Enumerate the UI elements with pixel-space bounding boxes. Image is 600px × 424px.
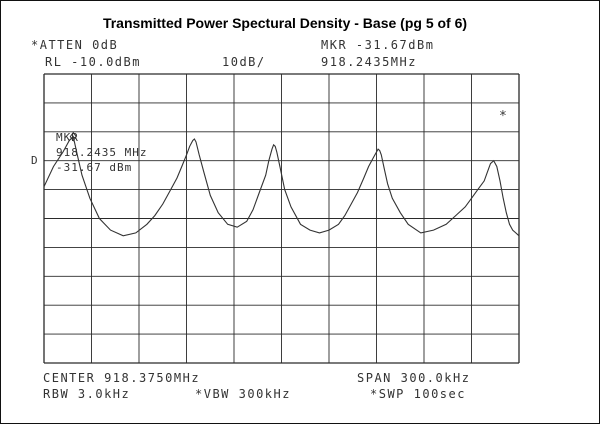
rbw-label: RBW 3.0kHz: [43, 387, 131, 401]
vbw-label: *VBW 300kHz: [195, 387, 291, 401]
spectrum-trace: [43, 135, 520, 237]
marker-frequency-readout: 918.2435MHz: [321, 55, 417, 69]
reference-asterisk-mark: *: [499, 109, 509, 124]
chart-title: Transmitted Power Spectural Density - Ba…: [102, 15, 468, 31]
scale-label: 10dB/: [222, 55, 266, 69]
center-frequency-label: CENTER 918.3750MHz: [43, 371, 201, 385]
marker-diamond: [69, 131, 77, 142]
marker-point: [69, 131, 77, 142]
marker-level-readout: MKR -31.67dBm: [321, 38, 435, 52]
span-label: SPAN 300.0kHz: [357, 371, 471, 385]
reference-level-label: RL -10.0dBm: [45, 55, 141, 69]
attenuation-label: *ATTEN 0dB: [31, 38, 119, 52]
marker-box-level: -31.67 dBm: [56, 161, 133, 174]
marker-box-label: MKR: [56, 131, 79, 144]
plot-grid: [43, 73, 520, 364]
marker-box-frequency: 918.2435 MHz: [56, 146, 148, 159]
sweep-time-label: *SWP 100sec: [370, 387, 466, 401]
display-line-mark: D: [31, 154, 40, 167]
